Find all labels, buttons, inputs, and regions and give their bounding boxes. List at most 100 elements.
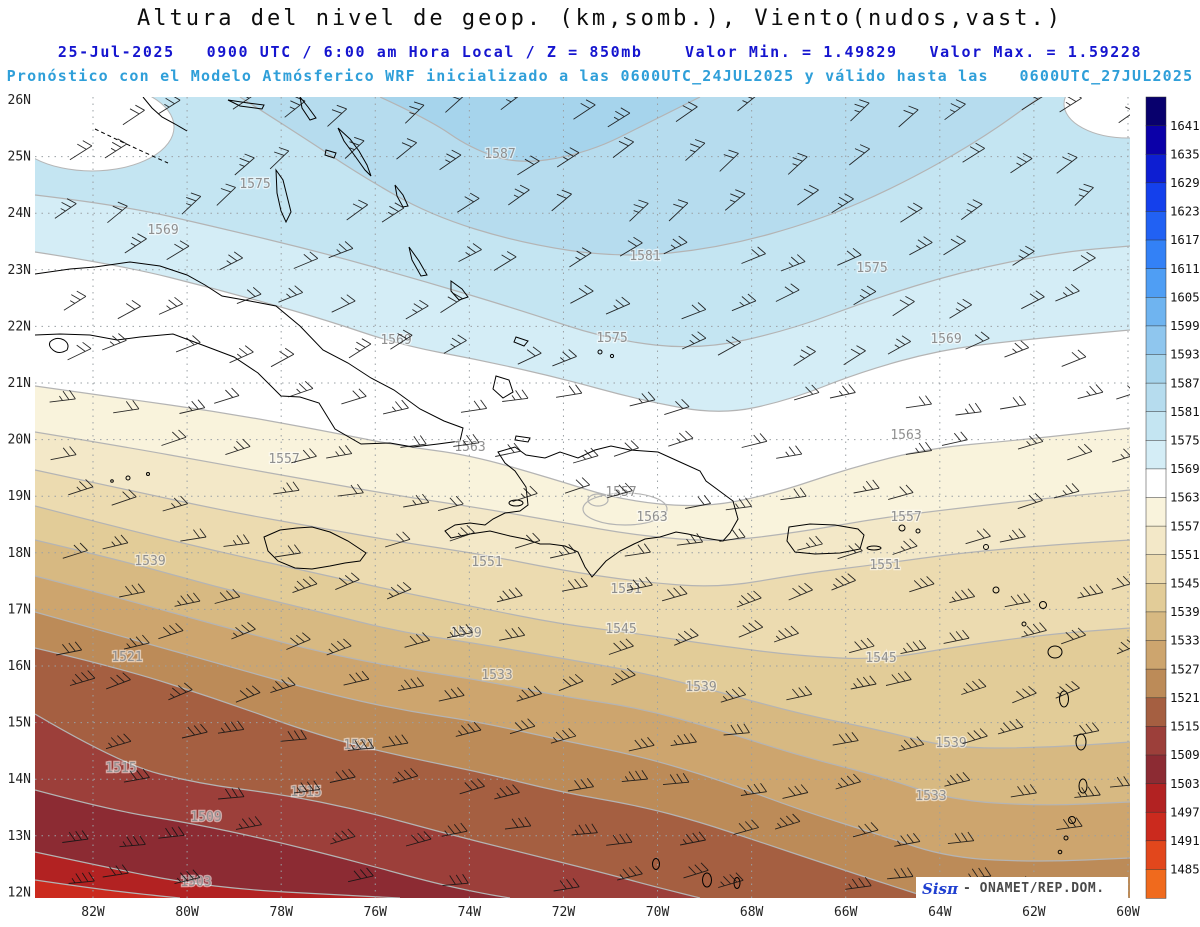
colorbar-label: 1635 <box>1170 147 1200 161</box>
lat-label: 18N <box>8 546 31 561</box>
contour-label: 1539 <box>685 680 716 695</box>
colorbar-label: 1617 <box>1170 233 1200 247</box>
colorbar-cell <box>1145 811 1167 842</box>
colorbar-cell <box>1145 96 1167 127</box>
contour-label: 1581 <box>629 249 660 264</box>
lat-label: 21N <box>8 376 31 391</box>
watermark-text: - ONAMET/REP.DOM. <box>962 881 1105 896</box>
lat-label: 17N <box>8 602 31 617</box>
contour-label: 1575 <box>596 331 627 346</box>
colorbar-label: 1575 <box>1170 434 1200 448</box>
colorbar-cell <box>1145 325 1167 356</box>
lat-label: 16N <box>8 659 31 674</box>
colorbar-cell <box>1145 497 1167 527</box>
colorbar-cell <box>1145 697 1167 728</box>
lon-label: 64W <box>928 905 952 920</box>
watermark: Sisπ - ONAMET/REP.DOM. <box>916 877 1128 900</box>
colorbar-label: 1587 <box>1170 376 1200 390</box>
subtitle-model: Pronóstico con el Modelo Atmósferico WRF… <box>6 67 1194 85</box>
colorbar-cell <box>1145 211 1167 241</box>
contour-label: 1521 <box>111 650 142 665</box>
colorbar-cell <box>1145 525 1167 556</box>
contour-label: 1539 <box>935 736 966 751</box>
colorbar-cell <box>1145 411 1167 441</box>
shaded-field <box>35 97 1130 898</box>
lat-label: 26N <box>8 93 31 108</box>
lon-label: 60W <box>1116 905 1140 920</box>
lat-label: 14N <box>8 772 31 787</box>
lon-label: 66W <box>834 905 858 920</box>
lat-label: 15N <box>8 716 31 731</box>
colorbar-cell <box>1145 125 1167 155</box>
colorbar-label: 1491 <box>1170 834 1200 848</box>
colorbar-cell <box>1145 239 1167 270</box>
colorbar-label: 1593 <box>1170 348 1200 362</box>
colorbar-label: 1623 <box>1170 205 1200 219</box>
colorbar-cell <box>1145 583 1167 613</box>
contour-label: 1533 <box>481 668 512 683</box>
colorbar-label: 1545 <box>1170 577 1200 591</box>
lon-label: 76W <box>364 905 388 920</box>
contour-label: 1551 <box>471 555 502 570</box>
colorbar-label: 1509 <box>1170 748 1200 762</box>
contour-label: 1569 <box>147 223 178 238</box>
colorbar-label: 1533 <box>1170 634 1200 648</box>
colorbar-cell <box>1145 611 1167 642</box>
contour-lines <box>35 97 1130 898</box>
colorbar-cell <box>1145 297 1167 327</box>
colorbar-label: 1629 <box>1170 176 1200 190</box>
page-title: Altura del nivel de geop. (km,somb.), Vi… <box>137 6 1063 31</box>
colorbar-cell <box>1145 382 1167 413</box>
colorbar-label: 1521 <box>1170 691 1200 705</box>
lat-label: 19N <box>8 489 31 504</box>
colorbar-label: 1527 <box>1170 662 1200 676</box>
contour-label: 1563 <box>890 428 921 443</box>
contour-label: 1515 <box>105 761 136 776</box>
lon-label: 62W <box>1022 905 1046 920</box>
lon-label: 78W <box>269 905 293 920</box>
wind-barbs <box>49 97 1130 892</box>
coastlines <box>35 97 1088 890</box>
colorbar-cell <box>1145 783 1167 813</box>
colorbar-cell <box>1145 754 1167 785</box>
contour-label: 1557 <box>268 452 299 467</box>
lat-label: 24N <box>8 206 31 221</box>
contour-label: 1539 <box>134 554 165 569</box>
lon-label: 74W <box>458 905 482 920</box>
contour-label: 1545 <box>605 622 636 637</box>
colorbar-cell <box>1145 468 1167 499</box>
contour-label: 1563 <box>636 510 667 525</box>
contour-label: 1545 <box>865 651 896 666</box>
colorbar-cell <box>1145 554 1167 584</box>
lon-label: 68W <box>740 905 764 920</box>
lat-label: 23N <box>8 263 31 278</box>
contour-label: 1557 <box>890 510 921 525</box>
contour-label: 1551 <box>869 558 900 573</box>
contour-label: 1575 <box>239 177 270 192</box>
grid-lines <box>35 97 1130 898</box>
colorbar-label: 1503 <box>1170 777 1200 791</box>
colorbar-cell <box>1145 668 1167 699</box>
colorbar-cell <box>1145 153 1167 184</box>
colorbar-label: 1611 <box>1170 262 1200 276</box>
lat-label: 20N <box>8 433 31 448</box>
colorbar-label: 1569 <box>1170 462 1200 476</box>
lon-label: 70W <box>646 905 670 920</box>
contour-label: 1551 <box>610 582 641 597</box>
contour-label: 1503 <box>180 875 211 890</box>
lat-label: 25N <box>8 150 31 165</box>
colorbar-cell <box>1145 840 1167 871</box>
colorbar: 1641 1635 1629 1623 1617 1611 1605 1599 1593 1587… <box>1145 96 1200 899</box>
colorbar-cell <box>1145 182 1167 213</box>
colorbar-cell <box>1145 268 1167 298</box>
colorbar-label: 1539 <box>1170 605 1200 619</box>
lon-label: 82W <box>81 905 105 920</box>
axis-labels: 26N 25N 24N 23N 22N 21N 20N 19N 18N 17N 16N 15N 14N 1… <box>8 93 1140 920</box>
subtitle-datetime: 25-Jul-2025 0900 UTC / 6:00 am Hora Loca… <box>57 43 1143 61</box>
lat-label: 22N <box>8 319 31 334</box>
colorbar-cell <box>1145 354 1167 384</box>
colorbar-cell <box>1145 440 1167 470</box>
